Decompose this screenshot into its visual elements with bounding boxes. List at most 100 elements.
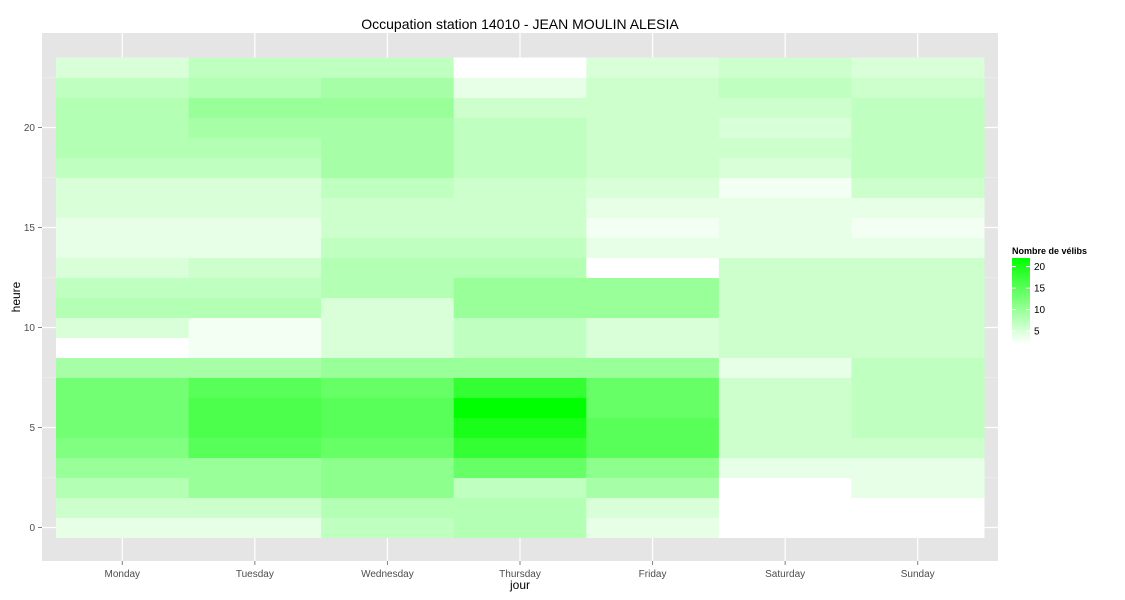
- heatmap-cell: [586, 157, 720, 178]
- heatmap-cell: [321, 137, 455, 158]
- heatmap-cell: [586, 177, 720, 198]
- heatmap-cell: [321, 377, 455, 398]
- chart-title: Occupation station 14010 - JEAN MOULIN A…: [361, 16, 679, 32]
- x-tick-label: Thursday: [499, 569, 541, 580]
- heatmap-cell: [56, 517, 190, 538]
- heatmap-cell: [321, 317, 455, 338]
- heatmap-cell: [718, 117, 852, 138]
- heatmap-cell: [453, 437, 587, 458]
- heatmap-cell: [188, 77, 322, 98]
- heatmap-cell: [851, 177, 985, 198]
- heatmap-cell: [718, 497, 852, 518]
- heatmap-cell: [851, 137, 985, 158]
- legend-tick-label: 10: [1034, 305, 1046, 316]
- heatmap-cell: [718, 177, 852, 198]
- heatmap-cell: [586, 397, 720, 418]
- heatmap-cell: [453, 177, 587, 198]
- heatmap-cell: [321, 517, 455, 538]
- heatmap-cell: [188, 137, 322, 158]
- heatmap-cell: [453, 317, 587, 338]
- heatmap-cell: [586, 77, 720, 98]
- heatmap-cell: [453, 77, 587, 98]
- heatmap-cell: [718, 517, 852, 538]
- heatmap-cell: [56, 197, 190, 218]
- heatmap-cell: [851, 497, 985, 518]
- heatmap-cell: [586, 417, 720, 438]
- heatmap-cell: [56, 497, 190, 518]
- heatmap-cell: [188, 357, 322, 378]
- heatmap-cell: [321, 397, 455, 418]
- heatmap-cell: [586, 437, 720, 458]
- heatmap-cell: [586, 457, 720, 478]
- heatmap-cell: [586, 357, 720, 378]
- heatmap-cell: [586, 257, 720, 278]
- heatmap-cell: [851, 237, 985, 258]
- heatmap-cell: [453, 57, 587, 78]
- heatmap-cell: [453, 197, 587, 218]
- heatmap-cell: [321, 77, 455, 98]
- heatmap-cell: [56, 457, 190, 478]
- x-tick-label: Saturday: [765, 569, 805, 580]
- heatmap-cell: [56, 177, 190, 198]
- heatmap-cell: [56, 357, 190, 378]
- x-tick-label: Friday: [639, 569, 667, 580]
- heatmap-cell: [453, 237, 587, 258]
- heatmap-cell: [453, 277, 587, 298]
- heatmap-cell: [718, 457, 852, 478]
- heatmap-cell: [56, 217, 190, 238]
- heatmap-cell: [851, 97, 985, 118]
- heatmap-cell: [188, 477, 322, 498]
- heatmap-cell: [851, 337, 985, 358]
- heatmap-cell: [321, 357, 455, 378]
- heatmap-cell: [188, 437, 322, 458]
- heatmap-cell: [718, 277, 852, 298]
- heatmap-cell: [718, 157, 852, 178]
- heatmap-cell: [56, 97, 190, 118]
- heatmap-cell: [851, 297, 985, 318]
- heatmap-cell: [851, 517, 985, 538]
- heatmap-cell: [718, 317, 852, 338]
- heatmap-cell: [718, 77, 852, 98]
- heatmap-cell: [188, 257, 322, 278]
- heatmap-cell: [321, 237, 455, 258]
- heatmap-cell: [56, 297, 190, 318]
- heatmap-cell: [56, 157, 190, 178]
- heatmap-cell: [586, 517, 720, 538]
- heatmap-cell: [188, 337, 322, 358]
- heatmap-cell: [321, 457, 455, 478]
- heatmap-cell: [453, 217, 587, 238]
- heatmap-cell: [56, 137, 190, 158]
- heatmap-cell: [56, 57, 190, 78]
- heatmap-cell: [586, 57, 720, 78]
- heatmap-cell: [453, 357, 587, 378]
- heatmap-cell: [188, 377, 322, 398]
- heatmap-cell: [851, 257, 985, 278]
- heatmap-cell: [453, 377, 587, 398]
- heatmap-cell: [453, 477, 587, 498]
- heatmap-cell: [56, 237, 190, 258]
- heatmap-cell: [718, 437, 852, 458]
- heatmap-cell: [188, 157, 322, 178]
- heatmap-cell: [851, 57, 985, 78]
- heatmap-cell: [188, 277, 322, 298]
- heatmap-cell: [586, 317, 720, 338]
- heatmap-cell: [586, 137, 720, 158]
- heatmap-cell: [718, 477, 852, 498]
- heatmap-cell: [718, 357, 852, 378]
- x-tick-label: Sunday: [901, 569, 935, 580]
- heatmap-cell: [188, 517, 322, 538]
- heatmap-cell: [56, 257, 190, 278]
- heatmap-cell: [188, 297, 322, 318]
- heatmap-cell: [453, 117, 587, 138]
- heatmap-cell: [56, 77, 190, 98]
- heatmap-cell: [851, 117, 985, 138]
- legend-ticks: 5 10 15 20: [1012, 262, 1046, 338]
- heatmap-cell: [851, 457, 985, 478]
- heatmap-cell: [453, 97, 587, 118]
- heatmap-cell: [56, 277, 190, 298]
- heatmap-cell: [586, 217, 720, 238]
- y-axis: 0 5 10 15 20: [24, 123, 42, 534]
- heatmap-cell: [321, 277, 455, 298]
- heatmap-cell: [718, 217, 852, 238]
- legend-tick-label: 5: [1034, 327, 1040, 338]
